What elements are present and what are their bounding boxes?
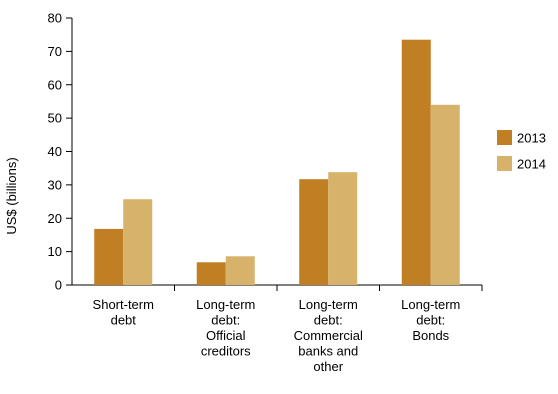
y-tick-label: 40 bbox=[48, 144, 62, 159]
x-tick-label: Long-term debt: Official creditors bbox=[196, 297, 255, 359]
x-tick-label-line: creditors bbox=[201, 344, 251, 359]
bar-2013-1 bbox=[196, 262, 226, 285]
x-tick-label-line: banks and bbox=[298, 344, 358, 359]
x-tick-label-line: debt bbox=[111, 313, 137, 328]
bar-2013-0 bbox=[94, 228, 124, 285]
bar-2014-1 bbox=[225, 256, 255, 285]
x-tick-label-line: other bbox=[313, 359, 343, 374]
legend-label-2013: 2013 bbox=[517, 131, 546, 146]
y-tick-label: 0 bbox=[55, 278, 62, 293]
y-tick-label: 20 bbox=[48, 211, 62, 226]
x-tick-label-line: debt: bbox=[416, 313, 445, 328]
y-tick-label: 30 bbox=[48, 177, 62, 192]
y-tick-label: 50 bbox=[48, 111, 62, 126]
bar-2013-3 bbox=[401, 39, 431, 285]
x-tick-label: Short-term debt bbox=[93, 297, 154, 328]
x-tick-label: Long-term debt: Commercial banks and other bbox=[294, 297, 363, 374]
legend: 2013 2014 bbox=[497, 130, 546, 172]
x-tick-label-line: Long-term bbox=[401, 297, 460, 312]
x-tick-label-line: Long-term bbox=[196, 297, 255, 312]
y-tick-label: 80 bbox=[48, 11, 62, 26]
bar-2014-0 bbox=[123, 199, 153, 285]
x-tick-label: Long-term debt: Bonds bbox=[401, 297, 460, 343]
legend-swatch-2014 bbox=[497, 156, 512, 171]
x-tick-label-line: debt: bbox=[314, 313, 343, 328]
legend-label-2014: 2014 bbox=[517, 157, 546, 172]
x-tick-label-line: Long-term bbox=[299, 297, 358, 312]
y-axis: 0 10 20 30 40 50 60 70 80 bbox=[48, 11, 73, 293]
legend-swatch-2013 bbox=[497, 130, 512, 145]
y-tick-label: 60 bbox=[48, 77, 62, 92]
x-tick-label-line: debt: bbox=[211, 313, 240, 328]
bar-2014-2 bbox=[328, 172, 358, 285]
y-tick-label: 10 bbox=[48, 244, 62, 259]
x-tick-label-line: Bonds bbox=[412, 328, 449, 343]
x-tick-label-line: Commercial bbox=[294, 328, 363, 343]
y-tick-label: 70 bbox=[48, 44, 62, 59]
y-axis-label: US$ (billions) bbox=[4, 157, 19, 234]
x-tick-label-line: Short-term bbox=[93, 297, 154, 312]
bar-2013-2 bbox=[299, 179, 329, 285]
bars bbox=[94, 39, 460, 286]
bar-2014-3 bbox=[430, 104, 460, 286]
x-tick-label-line: Official bbox=[206, 328, 246, 343]
